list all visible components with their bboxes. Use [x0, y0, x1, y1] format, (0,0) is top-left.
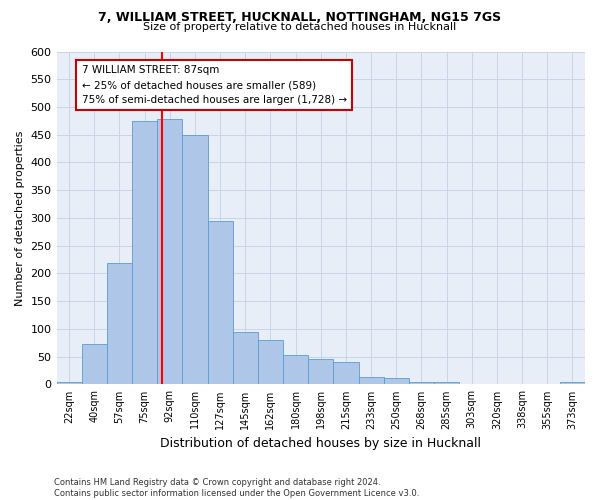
X-axis label: Distribution of detached houses by size in Hucknall: Distribution of detached houses by size …: [160, 437, 481, 450]
Bar: [82, 344, 107, 385]
Y-axis label: Number of detached properties: Number of detached properties: [15, 130, 25, 306]
Bar: [233, 332, 258, 384]
Text: 7 WILLIAM STREET: 87sqm
← 25% of detached houses are smaller (589)
75% of semi-d: 7 WILLIAM STREET: 87sqm ← 25% of detache…: [82, 66, 347, 105]
Text: Contains HM Land Registry data © Crown copyright and database right 2024.
Contai: Contains HM Land Registry data © Crown c…: [54, 478, 419, 498]
Bar: [383, 378, 409, 384]
Bar: [182, 134, 208, 384]
Bar: [208, 220, 233, 384]
Bar: [560, 382, 585, 384]
Text: 7, WILLIAM STREET, HUCKNALL, NOTTINGHAM, NG15 7GS: 7, WILLIAM STREET, HUCKNALL, NOTTINGHAM,…: [98, 11, 502, 24]
Bar: [283, 355, 308, 384]
Bar: [132, 121, 157, 384]
Bar: [359, 377, 383, 384]
Bar: [308, 359, 334, 384]
Bar: [56, 382, 82, 384]
Bar: [409, 382, 434, 384]
Text: Size of property relative to detached houses in Hucknall: Size of property relative to detached ho…: [143, 22, 457, 32]
Bar: [334, 362, 359, 384]
Bar: [258, 340, 283, 384]
Bar: [434, 382, 459, 384]
Bar: [107, 263, 132, 384]
Bar: [157, 119, 182, 384]
